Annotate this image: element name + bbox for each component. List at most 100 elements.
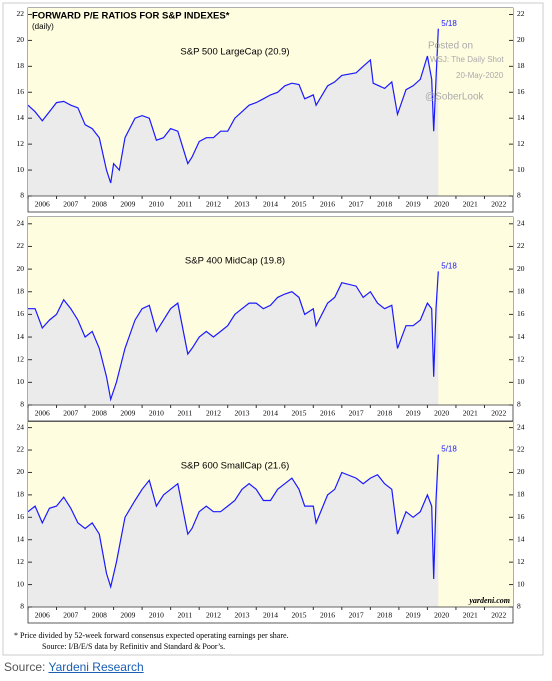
- y-tick-label: 12: [17, 354, 25, 363]
- y-tick-label: 10: [17, 579, 25, 588]
- x-tick-label: 2022: [491, 409, 506, 418]
- x-tick-label: 2006: [35, 200, 50, 209]
- x-tick-label: 2009: [120, 409, 135, 418]
- x-tick-label: 2018: [377, 200, 392, 209]
- annotation: 5/18: [441, 445, 457, 454]
- x-tick-label: 2011: [178, 200, 193, 209]
- watermark: 20-May-2020: [456, 71, 504, 80]
- x-tick-label: 2014: [263, 409, 278, 418]
- watermark: @SoberLook: [425, 92, 485, 103]
- source-label: Source:: [4, 660, 46, 674]
- y-tick-label: 16: [17, 309, 25, 318]
- chart-title: FORWARD P/E RATIOS FOR S&P INDEXES*: [32, 11, 230, 22]
- area: [28, 271, 439, 405]
- x-tick-label: 2020: [434, 611, 449, 620]
- x-tick-label: 2006: [35, 611, 50, 620]
- y-tick-label: 8: [517, 191, 521, 200]
- x-tick-label: 2016: [320, 611, 335, 620]
- line: [27, 28, 439, 184]
- panel-label: S&P 400 MidCap (19.8): [185, 256, 285, 267]
- chart: * Price divided by 52-week forward conse…: [2, 2, 544, 656]
- y-tick-label: 18: [517, 61, 525, 70]
- x-tick-label: 2015: [292, 611, 307, 620]
- x-tick-label: 2009: [120, 200, 135, 209]
- y-tick-label: 8: [517, 400, 521, 409]
- x-tick-label: 2013: [234, 409, 249, 418]
- source: Source: Yardeni Research: [4, 660, 144, 674]
- y-tick-label: 10: [517, 377, 525, 386]
- x-tick-label: 2016: [320, 409, 335, 418]
- source-link[interactable]: Yardeni Research: [48, 660, 144, 674]
- y-tick-label: 12: [517, 557, 525, 566]
- x-tick-label: 2018: [377, 611, 392, 620]
- y-tick-label: 16: [17, 512, 25, 521]
- y-tick-label: 14: [17, 534, 25, 543]
- x-tick-label: 2012: [206, 200, 221, 209]
- y-tick-label: 14: [517, 332, 525, 341]
- x-tick-label: 2010: [149, 409, 164, 418]
- y-tick-label: 12: [517, 139, 525, 148]
- x-tick-label: 2011: [178, 611, 193, 620]
- y-tick-label: 14: [517, 113, 525, 122]
- y-tick-label: 22: [517, 241, 525, 250]
- y-tick-label: 16: [517, 512, 525, 521]
- y-tick-label: 10: [517, 165, 525, 174]
- panel-label: S&P 500 LargeCap (20.9): [180, 47, 289, 58]
- y-tick-label: 10: [17, 377, 25, 386]
- x-tick-label: 2010: [149, 200, 164, 209]
- y-tick-label: 14: [17, 113, 25, 122]
- x-tick-label: 2007: [63, 200, 78, 209]
- y-tick-label: 24: [517, 219, 525, 228]
- x-tick-label: 2008: [92, 409, 107, 418]
- footnote: * Price divided by 52-week forward conse…: [14, 631, 289, 640]
- x-tick-label: 2022: [491, 200, 506, 209]
- x-tick-label: 2020: [434, 200, 449, 209]
- line: [27, 454, 439, 590]
- y-tick-label: 18: [17, 286, 25, 295]
- x-tick-label: 2007: [63, 409, 78, 418]
- x-tick-label: 2018: [377, 409, 392, 418]
- x-tick-label: 2021: [463, 611, 478, 620]
- x-tick-label: 2021: [463, 409, 478, 418]
- x-tick-label: 2017: [349, 611, 364, 620]
- x-tick-label: 2006: [35, 409, 50, 418]
- area: [28, 28, 439, 197]
- x-tick-label: 2019: [406, 409, 421, 418]
- x-tick-label: 2014: [263, 611, 278, 620]
- x-tick-label: 2017: [349, 409, 364, 418]
- x-tick-label: 2013: [234, 200, 249, 209]
- y-tick-label: 20: [17, 264, 25, 273]
- chart-subtitle: (daily): [32, 22, 54, 31]
- x-tick-label: 2020: [434, 409, 449, 418]
- y-tick-label: 8: [20, 400, 24, 409]
- y-tick-label: 16: [17, 87, 25, 96]
- x-tick-label: 2019: [406, 200, 421, 209]
- x-tick-label: 2015: [292, 409, 307, 418]
- y-tick-label: 22: [17, 445, 25, 454]
- panel-label: S&P 600 SmallCap (21.6): [181, 461, 290, 472]
- y-tick-label: 24: [517, 422, 525, 431]
- x-tick-label: 2016: [320, 200, 335, 209]
- y-tick-label: 22: [517, 9, 525, 18]
- y-tick-label: 18: [17, 61, 25, 70]
- y-tick-label: 16: [517, 87, 525, 96]
- y-tick-label: 22: [17, 241, 25, 250]
- area: [28, 454, 439, 607]
- x-tick-label: 2022: [491, 611, 506, 620]
- y-tick-label: 8: [20, 191, 24, 200]
- x-tick-label: 2008: [92, 611, 107, 620]
- x-tick-label: 2011: [178, 409, 193, 418]
- watermark: Posted on: [428, 41, 473, 52]
- watermark: WSJ: The Daily Shot: [430, 55, 504, 64]
- x-tick-label: 2008: [92, 200, 107, 209]
- y-tick-label: 16: [517, 309, 525, 318]
- y-tick-label: 14: [17, 332, 25, 341]
- x-tick-label: 2013: [234, 611, 249, 620]
- x-tick-label: 2010: [149, 611, 164, 620]
- x-tick-label: 2015: [292, 200, 307, 209]
- y-tick-label: 18: [17, 490, 25, 499]
- footnote: Source: I/B/E/S data by Refinitiv and St…: [42, 642, 225, 651]
- y-tick-label: 10: [17, 165, 25, 174]
- y-tick-label: 12: [517, 354, 525, 363]
